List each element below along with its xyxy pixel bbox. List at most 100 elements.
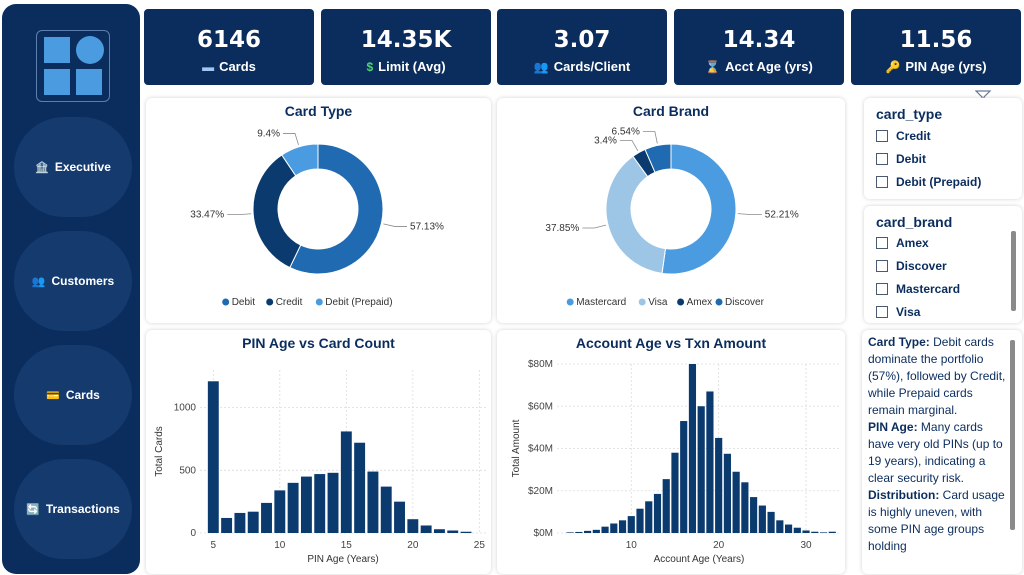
x-tick-label: 15 bbox=[341, 540, 353, 551]
bar bbox=[697, 406, 705, 533]
bar bbox=[645, 501, 653, 533]
bar bbox=[802, 530, 810, 533]
x-axis-label: PIN Age (Years) bbox=[307, 554, 378, 565]
bar bbox=[367, 471, 379, 533]
bar bbox=[767, 511, 775, 533]
x-tick-label: 5 bbox=[211, 540, 217, 551]
donut-slice bbox=[605, 155, 667, 274]
nav-cards-button[interactable]: 💳 Cards bbox=[14, 345, 132, 445]
y-tick-label: $40M bbox=[528, 444, 553, 455]
bar bbox=[261, 502, 272, 533]
notes-scrollbar[interactable] bbox=[1010, 340, 1015, 530]
legend-marker bbox=[638, 298, 646, 306]
pin-age-panel: PIN Age vs Card Count 0 500 1000 5 10 15 20 25 P… bbox=[146, 330, 491, 574]
card-brand-slicer: card_brand Amex Discover Mastercard Visa bbox=[864, 206, 1022, 323]
checkbox[interactable] bbox=[876, 283, 888, 295]
logo-square bbox=[44, 37, 70, 63]
notes-panel bbox=[862, 330, 1022, 574]
kpi-value: 6146 bbox=[196, 27, 261, 53]
donut-slice bbox=[644, 143, 672, 173]
slicer-option-visa[interactable]: Visa bbox=[876, 305, 920, 319]
donut-slice bbox=[281, 143, 319, 177]
checkbox[interactable] bbox=[876, 237, 888, 249]
checkbox[interactable] bbox=[876, 153, 888, 165]
legend-label: Visa bbox=[648, 297, 668, 308]
nav-label: Executive bbox=[54, 160, 111, 174]
nav-label: Cards bbox=[65, 388, 100, 402]
bar bbox=[584, 530, 592, 533]
y-axis-label: Total Amount bbox=[511, 419, 522, 477]
option-label: Debit (Prepaid) bbox=[896, 175, 982, 189]
kpi-limit-avg: 14.35K $ Limit (Avg) bbox=[321, 9, 491, 85]
nav-customers-button[interactable]: 👥 Customers bbox=[14, 231, 132, 331]
legend-label: Mastercard bbox=[576, 297, 626, 308]
account-age-bar-chart: $0M $20M $40M $60M $80M 10 20 30 Account Age (Ye… bbox=[511, 359, 841, 565]
kpi-value: 11.56 bbox=[899, 27, 973, 53]
bar bbox=[750, 497, 758, 533]
data-label: 57.13% bbox=[410, 222, 444, 233]
checkbox[interactable] bbox=[876, 176, 888, 188]
slicer-option-debit[interactable]: Debit bbox=[876, 152, 926, 166]
hourglass-icon: ⌛ bbox=[705, 60, 721, 74]
bar bbox=[354, 442, 366, 533]
app-logo bbox=[36, 30, 110, 102]
data-label: 33.47% bbox=[190, 210, 224, 221]
data-label: 6.54% bbox=[612, 127, 640, 138]
bar bbox=[732, 471, 740, 533]
legend-marker bbox=[222, 298, 230, 306]
slicer-option-discover[interactable]: Discover bbox=[876, 259, 947, 273]
data-label: 37.85% bbox=[545, 223, 579, 234]
bar bbox=[394, 501, 405, 533]
legend-marker bbox=[266, 298, 274, 306]
donut-slice bbox=[252, 154, 302, 269]
option-label: Mastercard bbox=[896, 282, 961, 296]
card-brand-panel: Card Brand 52.21% 37.85% 3.4% 6.54% Masterca… bbox=[497, 98, 845, 323]
card-type-slicer: card_type Credit Debit Debit (Prepaid) bbox=[864, 98, 1022, 199]
sidebar: 🏦 Executive 👥 Customers 💳 Cards 🔄 Transa… bbox=[2, 4, 140, 574]
card-brand-donut-chart: 52.21% 37.85% 3.4%6.54% Mastercard Visa Amex D… bbox=[545, 127, 798, 308]
kpi-label: Cards/Client bbox=[553, 59, 631, 74]
logo-square bbox=[44, 69, 70, 95]
bar bbox=[653, 493, 662, 533]
y-tick-label: $0M bbox=[534, 528, 553, 539]
slicer-option-debit-prepaid[interactable]: Debit (Prepaid) bbox=[876, 175, 981, 189]
notes-text: Debit cards dominate the portfolio (57%)… bbox=[868, 335, 1006, 417]
option-label: Visa bbox=[896, 305, 921, 319]
card-icon: 💳 bbox=[46, 389, 60, 402]
bar bbox=[274, 490, 286, 533]
exchange-icon: 🔄 bbox=[26, 503, 40, 516]
dollar-icon: $ bbox=[366, 60, 374, 74]
checkbox[interactable] bbox=[876, 130, 888, 142]
y-axis-label: Total Cards bbox=[154, 426, 165, 477]
slicer-option-amex[interactable]: Amex bbox=[876, 236, 929, 250]
checkbox[interactable] bbox=[876, 306, 888, 318]
y-tick-label: $80M bbox=[528, 359, 553, 370]
account-age-panel: Account Age vs Txn Amount $0M $20M $40M $60… bbox=[497, 330, 845, 574]
x-axis-label: Account Age (Years) bbox=[654, 554, 745, 565]
logo-square bbox=[76, 69, 102, 95]
card-icon: ▬ bbox=[202, 60, 215, 74]
notes-label: PIN Age: bbox=[868, 420, 918, 434]
nav-executive-button[interactable]: 🏦 Executive bbox=[14, 117, 132, 217]
label-leader-line bbox=[582, 224, 607, 229]
legend-marker bbox=[677, 298, 685, 306]
kpi-pin-age: 11.56 🔑 PIN Age (yrs) bbox=[851, 9, 1021, 85]
slicer-option-credit[interactable]: Credit bbox=[876, 129, 931, 143]
bar bbox=[207, 381, 219, 533]
notes-text: Many cards have very old PINs (up to 19 … bbox=[868, 420, 1003, 485]
legend-label: Discover bbox=[725, 297, 765, 308]
slicer-option-mastercard[interactable]: Mastercard bbox=[876, 282, 960, 296]
legend-label: Debit (Prepaid) bbox=[325, 297, 392, 308]
checkbox[interactable] bbox=[876, 260, 888, 272]
bar bbox=[636, 508, 644, 533]
nav-transactions-button[interactable]: 🔄 Transactions bbox=[14, 459, 132, 559]
donut-slice bbox=[661, 143, 737, 275]
nav-label: Customers bbox=[51, 274, 115, 288]
slicer-scrollbar[interactable] bbox=[1011, 231, 1016, 311]
bar bbox=[688, 364, 697, 533]
bar bbox=[447, 530, 459, 533]
donut-slice bbox=[289, 143, 384, 275]
chart-title: Account Age vs Txn Amount bbox=[575, 335, 767, 351]
legend-label: Amex bbox=[687, 297, 713, 308]
kpi-acct-age: 14.34 ⌛ Acct Age (yrs) bbox=[674, 9, 844, 85]
